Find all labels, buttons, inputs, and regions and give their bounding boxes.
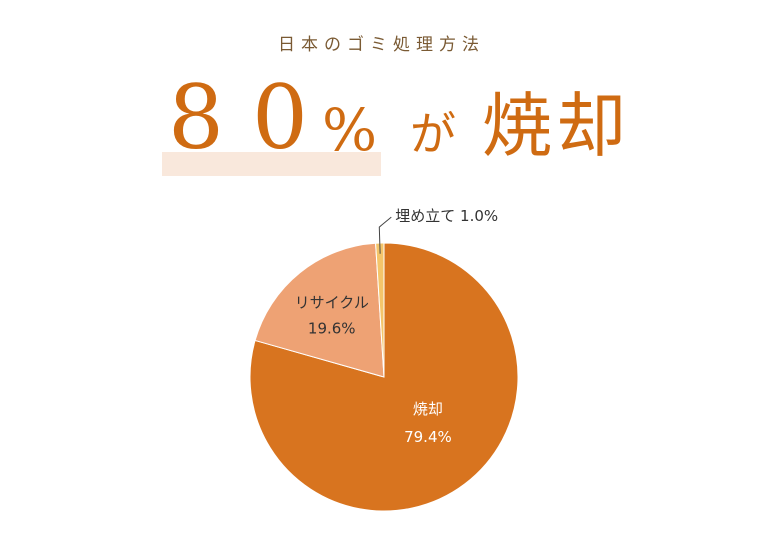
headline-word: 焼却	[482, 85, 630, 167]
slice-recycle	[254, 242, 385, 378]
headline-number: 80	[168, 66, 336, 169]
subtitle: 日本のゴミ処理方法	[278, 35, 485, 55]
pie-labels: 焼却 79.4% リサイクル 19.6% 埋め立て 1.0%	[295, 207, 499, 446]
headline-percent: %	[322, 96, 378, 164]
label-recycle-value: 19.6%	[308, 320, 356, 338]
pie-slices	[249, 242, 519, 512]
headline-particle: が	[410, 107, 456, 161]
label-incineration-value: 79.4%	[404, 428, 452, 446]
label-landfill-leader-line	[378, 216, 392, 254]
headline-highlight-bar	[162, 152, 381, 176]
label-incineration-name: 焼却	[413, 400, 443, 418]
label-recycle-name: リサイクル	[295, 294, 369, 312]
label-landfill: 埋め立て 1.0%	[395, 207, 498, 225]
headline: 80 % が 焼却	[0, 68, 763, 188]
